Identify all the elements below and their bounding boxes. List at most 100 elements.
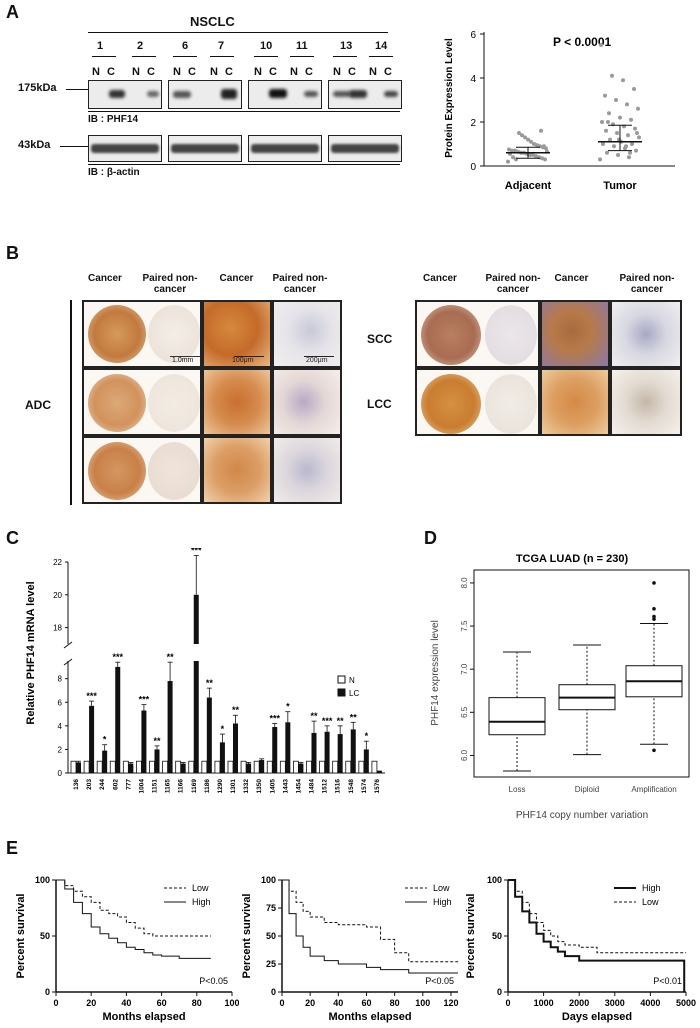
bar-ytick: 2 — [58, 745, 63, 754]
bar-n — [122, 760, 129, 774]
km-xtick: 120 — [443, 998, 458, 1008]
scale-bar-label: 200μm — [306, 357, 328, 364]
box-title: TCGA LUAD (n = 230) — [516, 553, 629, 565]
mw-marker-43: 43kDa — [18, 139, 51, 151]
bar-n — [136, 760, 142, 774]
bar-xtick: 244 — [99, 779, 106, 790]
km-ytick: 50 — [266, 931, 276, 941]
blot-strip-phf14 — [248, 80, 322, 109]
bar-lc — [141, 710, 147, 773]
box-category: Amplification — [631, 785, 676, 794]
bar-marks: **************************** *** ** *** — [70, 548, 382, 774]
ihc-image: 100μm — [202, 300, 272, 368]
km-pvalue: P<0.05 — [425, 976, 454, 986]
bar-xtick: 1166 — [178, 779, 185, 793]
box-category: Loss — [509, 785, 526, 794]
panel-label-b: B — [6, 243, 19, 263]
adc-bracket — [70, 300, 72, 505]
bar-xtick: 1576 — [374, 779, 381, 794]
km-ytick: 0 — [497, 987, 502, 997]
lane-n: N — [132, 66, 140, 78]
lane-c: C — [225, 66, 233, 78]
header-paired: Paired non-cancer — [619, 273, 675, 295]
km-curve-high — [508, 879, 686, 992]
nsclc-label: NSCLC — [190, 14, 235, 29]
bar-xtick: 1574 — [361, 779, 368, 794]
lane-c: C — [188, 66, 196, 78]
scatter-point — [542, 144, 546, 149]
bar-axes: 0 2 4 6 8 18 20 22 — [53, 558, 385, 778]
scale-bar-label: 100μm — [232, 357, 254, 364]
scatter-point — [604, 128, 608, 133]
lane-c: C — [147, 66, 155, 78]
blot-divider — [88, 111, 400, 112]
row-label-scc: SCC — [367, 332, 393, 346]
km-ytick: 50 — [492, 931, 502, 941]
bar-lc — [246, 763, 252, 773]
bar-lc — [167, 681, 173, 773]
scatter-point — [607, 111, 611, 116]
bar-n — [188, 760, 195, 774]
significance-marker: ** — [350, 712, 358, 722]
scatter-point — [614, 98, 618, 102]
panel-label-e: E — [6, 838, 19, 858]
header-cancer: Cancer — [554, 273, 589, 284]
bar-lc — [102, 750, 108, 773]
scatter-point — [608, 137, 612, 142]
significance-marker: *** — [322, 716, 333, 726]
km-xtick: 100 — [224, 998, 239, 1008]
bar-xtick: 1484 — [309, 779, 316, 794]
header-cancer: Cancer — [219, 273, 254, 284]
box-frame — [473, 569, 690, 778]
significance-marker: ** — [310, 711, 318, 721]
significance-marker: ** — [206, 678, 214, 688]
survival-curve-1: 0 50 100 0 20 40 60 80 100 Percent survival Months… — [15, 875, 239, 1023]
header-paired: Paired non-cancer — [272, 273, 328, 295]
box-outlier — [652, 748, 656, 753]
mw-marker-175: 175kDa — [18, 82, 57, 94]
box-yaxis: 6.0 6.5 7.0 7.5 8.0 — [460, 577, 474, 761]
patient-underline — [254, 56, 278, 57]
bar-lc — [298, 763, 304, 773]
box-ytick: 6.5 — [460, 706, 469, 718]
ihc-image — [272, 436, 342, 504]
box-outlier — [652, 614, 656, 619]
blot-strip-actin — [88, 135, 162, 162]
bar-lc — [193, 594, 199, 644]
lane-n: N — [173, 66, 181, 78]
km-xtick: 40 — [333, 998, 343, 1008]
significance-marker: *** — [86, 691, 97, 701]
km-ytick: 100 — [487, 875, 502, 885]
patient-label: 6 — [182, 40, 189, 52]
significance-marker: *** — [191, 548, 202, 555]
km-xtick: 4000 — [640, 998, 660, 1008]
scatter-point — [529, 139, 533, 144]
bar-xtick: 1332 — [243, 779, 250, 794]
box-ytick: 7.5 — [460, 620, 469, 632]
km-xtick: 60 — [157, 998, 167, 1008]
scatter-point — [627, 155, 631, 160]
scatter-plot: Protein Expression Level 0 2 4 6 P < 0.0… — [444, 30, 675, 192]
bar-lc — [89, 705, 95, 773]
ihc-image — [415, 368, 540, 436]
bar-xtick: 1516 — [335, 779, 342, 794]
patient-label: 10 — [260, 40, 273, 52]
km-xtick: 0 — [279, 998, 284, 1008]
bar-n — [345, 760, 352, 774]
bar-xtick: 1454 — [295, 779, 302, 794]
ihc-image — [540, 300, 610, 368]
ihc-image — [202, 436, 272, 504]
significance-marker: ** — [167, 652, 175, 662]
bar-lc — [311, 732, 317, 773]
bar-n — [279, 760, 286, 774]
km-xtick: 20 — [86, 998, 96, 1008]
ihc-image — [610, 368, 682, 436]
bar-xtick: 1169 — [191, 779, 198, 793]
scatter-group-adjacent: Adjacent — [505, 180, 552, 192]
bar-n — [162, 760, 168, 774]
km-xlabel: Days elapsed — [562, 1011, 632, 1023]
blot-strip-actin — [248, 135, 322, 162]
row-label-lcc: LCC — [367, 397, 392, 411]
km-xlabel: Months elapsed — [102, 1011, 185, 1023]
bar-xticks: 136 203 244 602 777 1004 1151 1165 1166 1169 1186 1… — [73, 779, 381, 794]
